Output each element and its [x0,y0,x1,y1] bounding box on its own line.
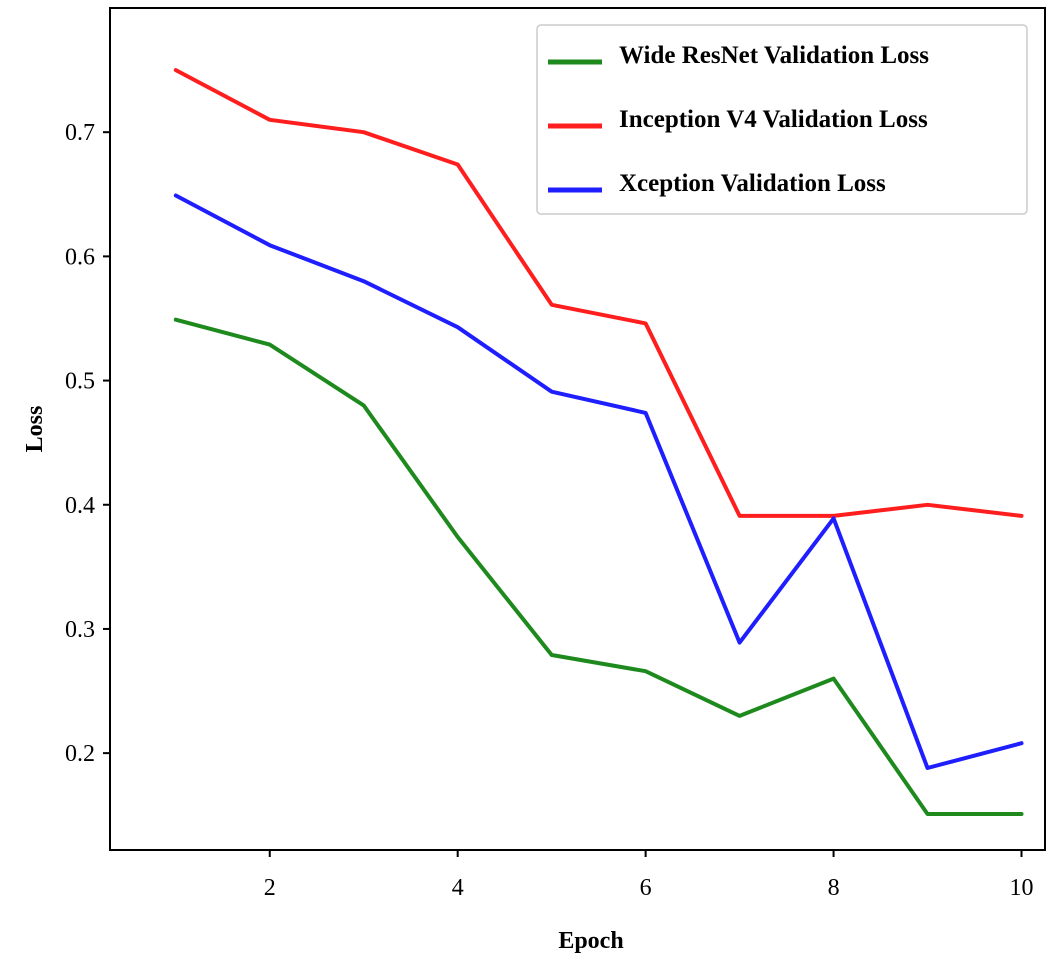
series-line-1 [173,317,1024,816]
x-tick-label: 8 [828,875,840,901]
y-axis-label: Loss [22,406,48,453]
y-tick-label: 0.7 [65,120,95,146]
x-tick-label: 4 [452,875,464,901]
legend: Wide ResNet Validation Loss Inception V4 … [536,24,1028,215]
legend-label-1: Wide ResNet Validation Loss [619,42,929,69]
x-axis: 2 4 6 8 10 [264,850,1034,901]
legend-box [536,24,1028,215]
y-tick-label: 0.3 [65,617,95,643]
y-tick-label: 0.4 [65,493,95,519]
y-tick-label: 0.2 [65,741,95,767]
series-line-3 [173,193,1024,770]
legend-items: Wide ResNet Validation Loss Inception V4 … [548,42,929,197]
x-tick-label: 6 [640,875,652,901]
x-tick-label: 2 [264,875,276,901]
y-tick-label: 0.5 [65,369,95,395]
legend-label-2: Inception V4 Validation Loss [619,106,928,133]
series-lines [173,68,1024,816]
x-axis-label: Epoch [558,928,623,954]
series-line-2 [173,68,1024,518]
y-axis: 0.2 0.3 0.4 0.5 0.6 0.7 [65,120,110,767]
x-tick-label: 10 [1010,875,1034,901]
legend-label-3: Xception Validation Loss [619,170,886,197]
y-tick-label: 0.6 [65,244,95,270]
